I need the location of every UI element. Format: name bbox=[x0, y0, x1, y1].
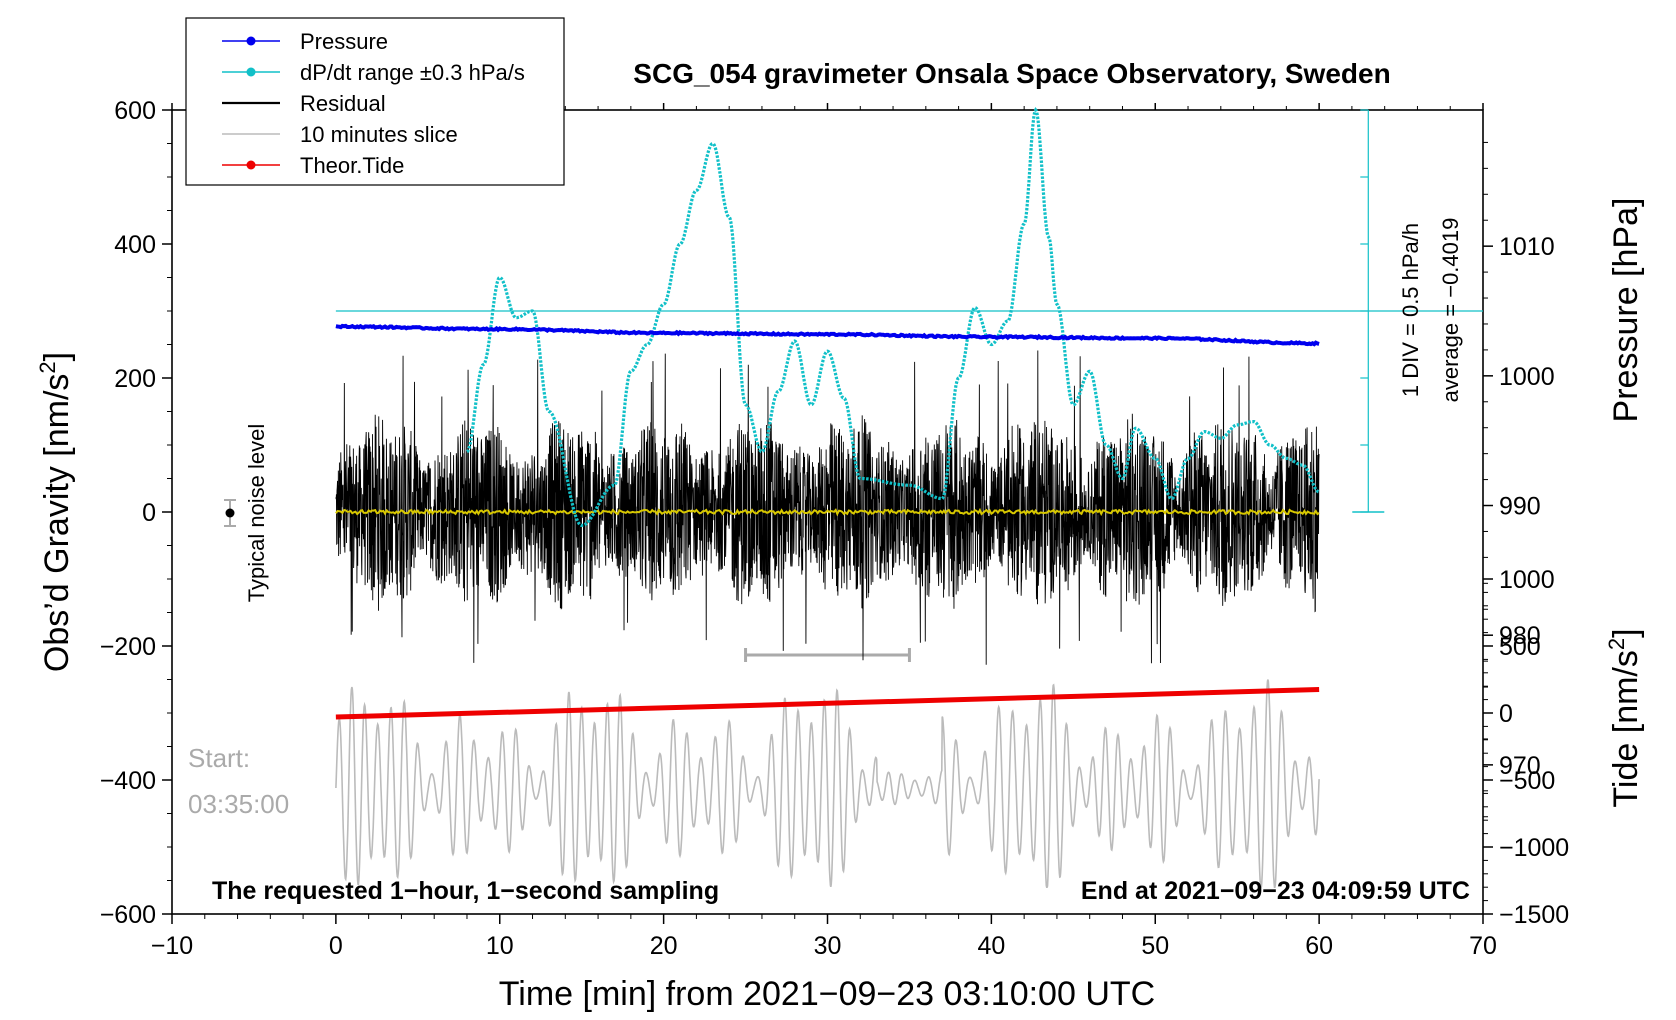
series-pressure bbox=[335, 323, 1320, 347]
x-tick-label: 50 bbox=[1141, 932, 1169, 960]
series-residual bbox=[335, 350, 1320, 665]
x-tick-label: −10 bbox=[151, 932, 193, 960]
y-tick-label-gravity: 0 bbox=[142, 499, 156, 527]
y-tick-label-tide: −1500 bbox=[1499, 901, 1569, 929]
x-axis-label: Time [min] from 2021−09−23 03:10:00 UTC bbox=[499, 975, 1155, 1013]
series-residual-mean bbox=[335, 507, 1320, 517]
legend-label: 10 minutes slice bbox=[300, 122, 458, 147]
y-axis-label-gravity: Obs’d Gravity [nm/s2] bbox=[35, 352, 76, 672]
legend-label: dP/dt range ±0.3 hPa/s bbox=[300, 60, 525, 85]
y-tick-label-gravity: 400 bbox=[114, 231, 156, 259]
legend-marker bbox=[246, 67, 256, 77]
x-tick-label: 70 bbox=[1469, 932, 1497, 960]
legend-marker bbox=[246, 36, 256, 46]
noise-dot bbox=[225, 508, 235, 518]
legend-label: Residual bbox=[300, 91, 386, 116]
y-tick-label-tide: 500 bbox=[1499, 633, 1541, 661]
legend-marker bbox=[246, 160, 256, 170]
series-theor-tide bbox=[335, 687, 1320, 720]
y-tick-label-pressure: 1000 bbox=[1499, 363, 1555, 391]
x-tick-label: 60 bbox=[1305, 932, 1333, 960]
legend-box bbox=[185, 17, 565, 186]
y-tick-label-pressure: 970 bbox=[1499, 752, 1541, 780]
chart-title: SCG_054 gravimeter Onsala Space Observat… bbox=[633, 58, 1390, 89]
axes-layer: −10 0 10 20 30 40 50 60 70 −600 −400 −200 0 200 400 600… bbox=[100, 97, 1570, 960]
y-tick-label-tide: −500 bbox=[1499, 767, 1555, 795]
y-tick-label-gravity: −600 bbox=[100, 901, 156, 929]
legend-label: Pressure bbox=[300, 29, 388, 54]
y-tick-label-pressure: 980 bbox=[1499, 622, 1541, 650]
y-tick-label-gravity: −400 bbox=[100, 767, 156, 795]
y-tick-label-tide: 0 bbox=[1499, 700, 1513, 728]
sampling-note: The requested 1−hour, 1−second sampling bbox=[212, 877, 719, 905]
x-tick-label: 0 bbox=[329, 932, 343, 960]
x-tick-label: 30 bbox=[814, 932, 842, 960]
legend-label: Theor.Tide bbox=[300, 153, 404, 178]
y-axis-label-tide: Tide [nm/s2] bbox=[1604, 628, 1645, 807]
data-layer bbox=[335, 106, 1483, 889]
y-tick-label-gravity: 200 bbox=[114, 365, 156, 393]
start-label: Start: bbox=[188, 743, 250, 773]
series-dpdt bbox=[466, 106, 1320, 528]
y-axis-label-tide-main: Tide [nm/s bbox=[1607, 650, 1645, 807]
y-tick-label-tide: −1000 bbox=[1499, 834, 1569, 862]
y-tick-label-gravity: 600 bbox=[114, 97, 156, 125]
y-tick-label-tide: 1000 bbox=[1499, 566, 1555, 594]
x-tick-label: 20 bbox=[650, 932, 678, 960]
y-axis-label-gravity-main: Obs’d Gravity [nm/s bbox=[38, 374, 76, 673]
x-tick-label: 40 bbox=[977, 932, 1005, 960]
series-10min-slice bbox=[335, 679, 1320, 889]
legend: Pressure dP/dt range ±0.3 hPa/s Residual 10… bbox=[185, 17, 565, 186]
y-axis-label-tide-tail: ] bbox=[1607, 628, 1645, 637]
y-axis-label-gravity-sup: 2 bbox=[35, 361, 60, 373]
noise-level-label: Typical noise level bbox=[244, 424, 269, 603]
y-tick-label-pressure: 990 bbox=[1499, 493, 1541, 521]
y-axis-label-gravity-tail: ] bbox=[38, 352, 76, 361]
y-axis-label-tide-sup: 2 bbox=[1604, 638, 1629, 650]
end-time-note: End at 2021−09−23 04:09:59 UTC bbox=[1081, 877, 1470, 905]
y-tick-label-gravity: −200 bbox=[100, 633, 156, 661]
x-tick-label: 10 bbox=[486, 932, 514, 960]
start-time: 03:35:00 bbox=[188, 789, 289, 819]
dpdt-average-label: average = −0.4019 bbox=[1438, 218, 1463, 403]
y-tick-label-pressure: 1010 bbox=[1499, 233, 1555, 261]
y-axis-label-pressure: Pressure [hPa] bbox=[1607, 198, 1645, 423]
dpdt-div-label: 1 DIV = 0.5 hPa/h bbox=[1398, 223, 1423, 397]
